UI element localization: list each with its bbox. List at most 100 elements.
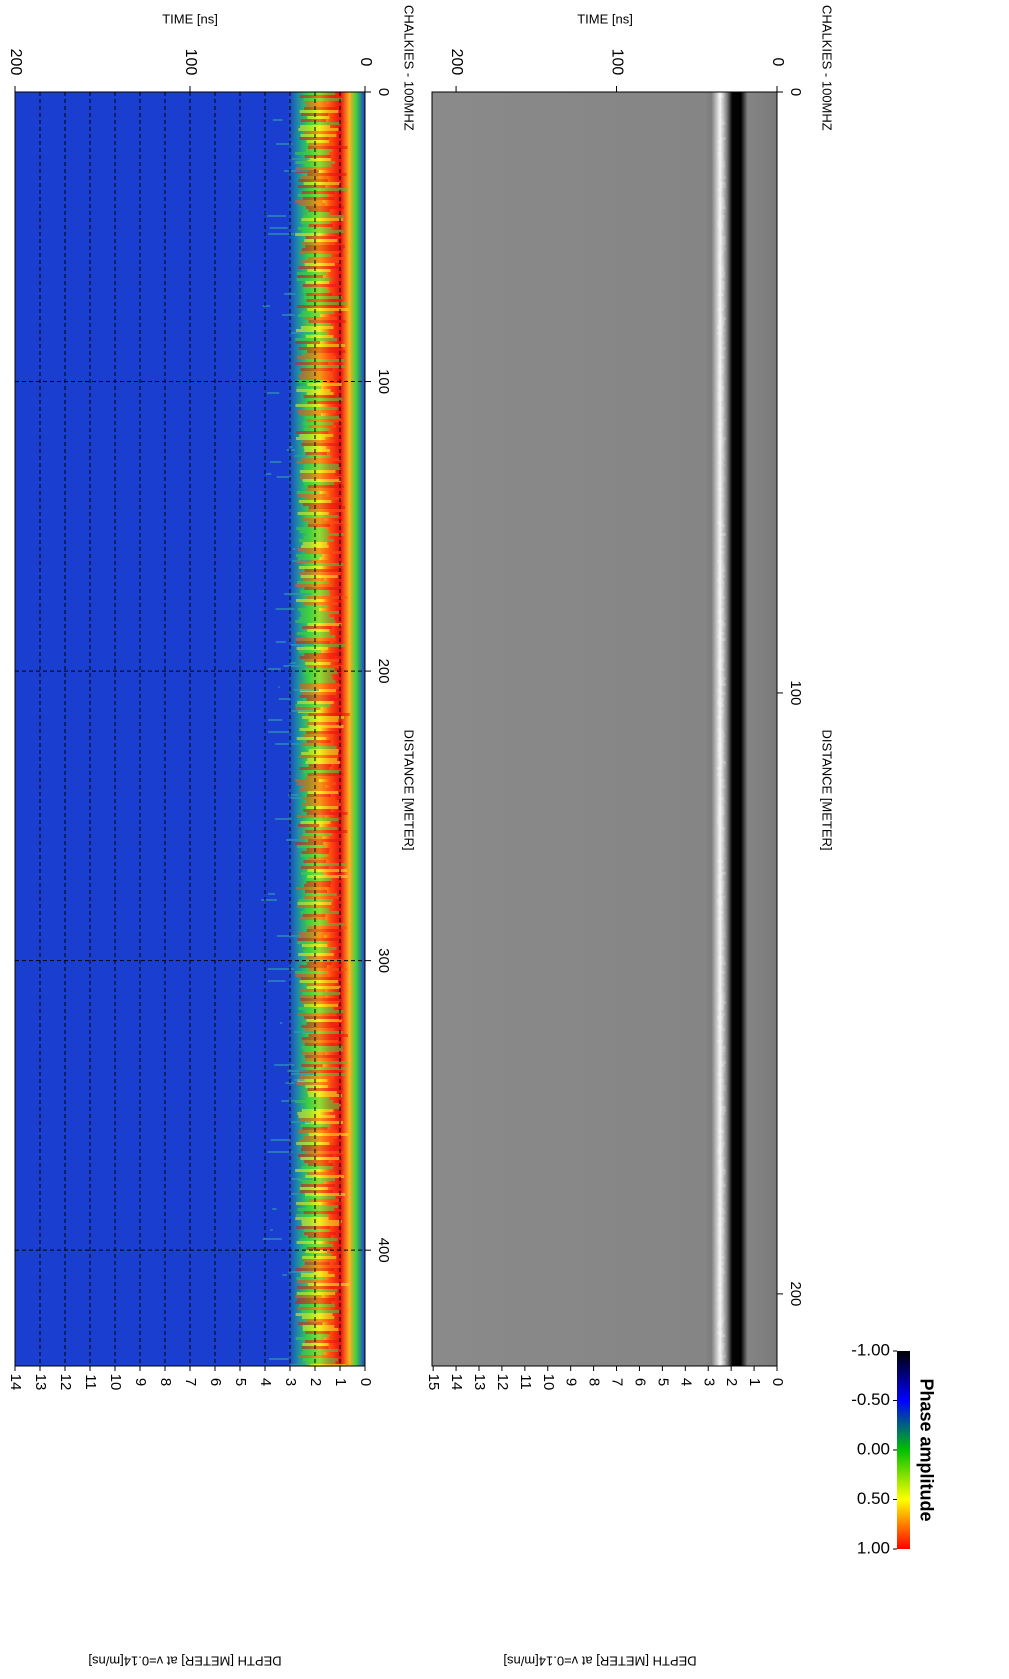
texture [309, 680, 336, 683]
texture [308, 839, 341, 842]
y2-tick-label: 4 [257, 1378, 274, 1386]
texture [304, 467, 340, 470]
texture [307, 344, 345, 347]
texture [306, 335, 334, 338]
texture [307, 173, 346, 176]
texture [717, 788, 723, 791]
texture [720, 935, 726, 938]
texture [300, 989, 325, 992]
texture [306, 848, 329, 851]
texture [307, 629, 329, 632]
y2-axis-label: DEPTH [METER] at v=0.14[m/ns] [503, 1654, 696, 1669]
y2-tick-label: 6 [631, 1378, 648, 1386]
texture [308, 623, 342, 626]
texture [300, 686, 340, 689]
texture [300, 917, 325, 920]
texture [299, 377, 333, 380]
texture [717, 860, 723, 863]
texture [307, 929, 338, 932]
texture [307, 488, 334, 491]
texture [717, 98, 723, 101]
texture [305, 1193, 345, 1196]
texture [719, 1256, 725, 1259]
texture [299, 695, 334, 698]
texture [717, 938, 723, 941]
texture [305, 1055, 339, 1058]
texture [275, 743, 300, 745]
texture [718, 539, 724, 542]
texture [268, 731, 290, 733]
texture [720, 1085, 726, 1088]
texture [300, 911, 338, 914]
texture [305, 164, 332, 167]
texture [303, 479, 341, 482]
texture [297, 941, 328, 944]
texture [306, 254, 331, 257]
texture [306, 206, 344, 209]
texture [719, 1232, 725, 1235]
texture [719, 827, 725, 830]
texture [719, 830, 725, 833]
texture [717, 1043, 723, 1046]
texture [718, 674, 724, 677]
texture [717, 941, 723, 944]
texture [717, 146, 723, 149]
texture [268, 893, 275, 895]
texture [719, 575, 725, 578]
texture [717, 416, 723, 419]
texture [718, 365, 724, 368]
texture [298, 608, 319, 611]
texture [306, 149, 333, 152]
texture [719, 272, 725, 275]
y2-tick-label: 5 [232, 1378, 249, 1386]
texture [719, 350, 725, 353]
texture [718, 1262, 724, 1265]
texture [305, 515, 339, 518]
texture [296, 1313, 333, 1316]
texture [274, 1064, 294, 1066]
texture [717, 986, 723, 989]
texture [301, 1220, 341, 1223]
texture [719, 290, 725, 293]
texture [304, 1049, 343, 1052]
texture [307, 299, 337, 302]
texture [717, 791, 723, 794]
texture [717, 1298, 723, 1301]
texture [308, 713, 349, 716]
texture [718, 731, 724, 734]
texture [301, 134, 337, 137]
texture [720, 857, 726, 860]
texture [720, 317, 726, 320]
texture [717, 899, 723, 902]
texture [719, 719, 725, 722]
texture [287, 449, 296, 451]
texture [284, 170, 309, 172]
texture [273, 119, 283, 121]
y2-tick-label: 14 [448, 1374, 465, 1391]
texture [308, 158, 331, 161]
texture [719, 881, 725, 884]
texture [297, 938, 338, 941]
texture [720, 1088, 726, 1091]
texture [718, 944, 724, 947]
texture [278, 686, 279, 688]
texture [717, 611, 723, 614]
texture [308, 1094, 342, 1097]
texture [717, 716, 723, 719]
texture [301, 1184, 335, 1187]
texture [298, 899, 333, 902]
x-tick-label: 100 [787, 680, 804, 705]
texture [718, 707, 724, 710]
texture [303, 215, 344, 218]
texture [297, 386, 321, 389]
texture [306, 947, 336, 950]
texture [302, 1181, 324, 1184]
texture [720, 1109, 726, 1112]
texture [719, 503, 725, 506]
texture [717, 485, 723, 488]
texture [720, 1058, 726, 1061]
texture [302, 716, 344, 719]
texture [298, 1007, 333, 1010]
texture [718, 866, 724, 869]
texture [718, 668, 724, 671]
